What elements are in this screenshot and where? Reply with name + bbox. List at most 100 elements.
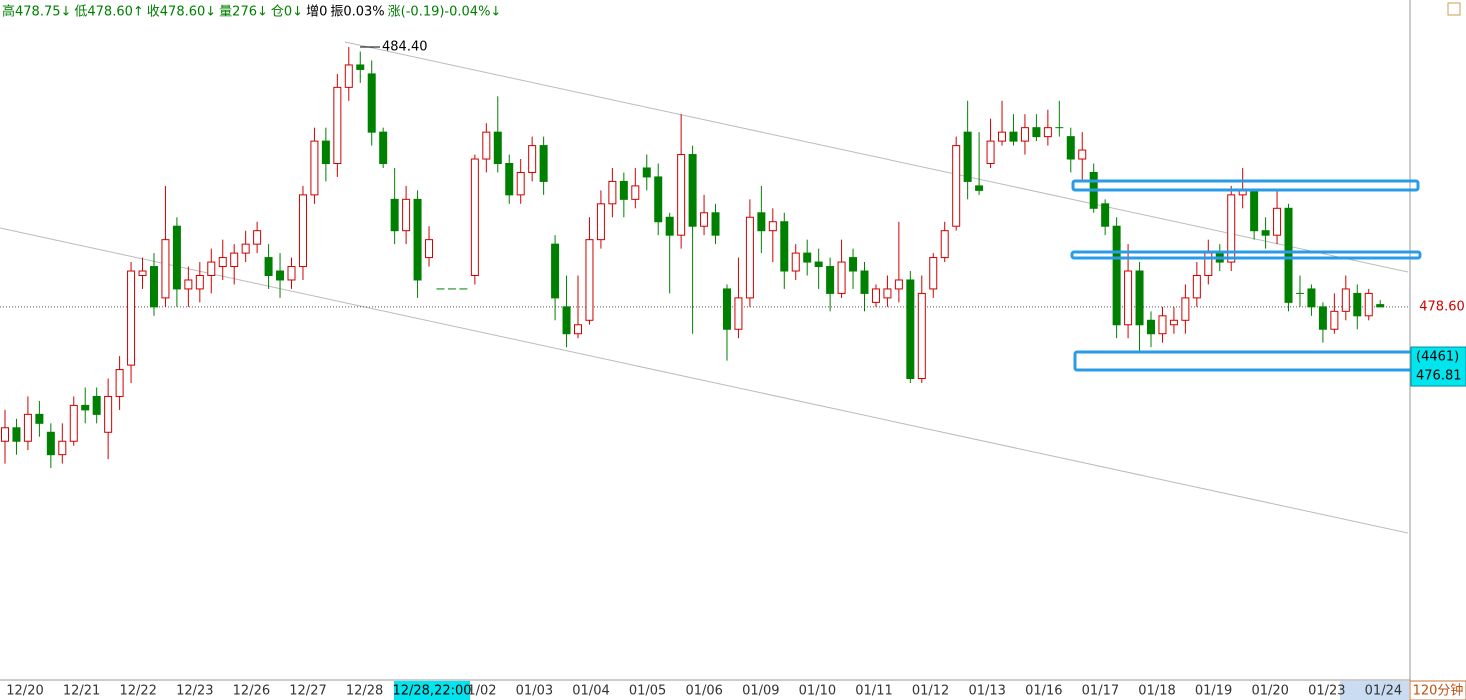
plot — [0, 47, 1408, 469]
candle-body — [127, 270, 136, 366]
candle-body — [46, 431, 55, 456]
last-price-label: 478.60 — [1419, 299, 1465, 314]
candle-body — [1181, 297, 1190, 321]
candle-body — [516, 171, 525, 196]
candle-body — [745, 216, 754, 299]
candle-body — [298, 194, 307, 268]
candle-body — [826, 266, 835, 294]
candle-body — [700, 212, 709, 227]
candle-body — [253, 230, 262, 245]
candle-body — [677, 154, 686, 236]
candle-body — [929, 257, 938, 290]
x-tick-label: 12/26 — [233, 684, 270, 699]
candle-body — [1318, 306, 1327, 330]
zone-box — [1070, 250, 1422, 260]
candle-body — [505, 163, 514, 196]
candle-body — [883, 288, 892, 299]
x-tick-label: 01/12 — [912, 684, 949, 699]
candle-body — [321, 140, 330, 165]
candle-body — [344, 64, 353, 88]
x-highlight — [1340, 681, 1409, 700]
candle-body — [1227, 194, 1236, 263]
candle-body — [35, 413, 44, 424]
crosshair-x-box — [394, 681, 470, 700]
candle-body — [1043, 127, 1052, 138]
candle-body — [92, 395, 101, 415]
candle-body — [814, 261, 823, 268]
candle-body — [562, 306, 571, 335]
x-tick-label: 01/13 — [968, 684, 1005, 699]
x-tick-label: 01/20 — [1251, 684, 1288, 699]
candle-body — [539, 145, 548, 182]
candle-body — [734, 297, 743, 330]
x-tick-label: 12/20 — [6, 684, 43, 699]
candle-body — [356, 64, 365, 70]
x-tick-label: 12/23 — [176, 684, 213, 699]
crosshair-volume: (4461) — [1416, 350, 1459, 365]
x-tick-label: 01/03 — [516, 684, 553, 699]
candle-body — [58, 440, 67, 456]
candle-body — [585, 239, 594, 321]
x-tick-label: 12/22 — [119, 684, 156, 699]
period: 120分钟 — [1413, 683, 1464, 699]
candle-body — [1341, 288, 1350, 312]
x-tick-label: 01/06 — [685, 684, 722, 699]
candle-body — [69, 404, 78, 442]
crosshair-y-box — [1410, 346, 1466, 387]
x-tick-label: 01/24 — [1365, 684, 1402, 699]
x-tick-label: 01/18 — [1138, 684, 1175, 699]
candle-body — [803, 252, 812, 263]
candle-body — [425, 239, 434, 259]
candle-body — [986, 140, 995, 165]
candle-body — [631, 185, 640, 200]
candle-body — [115, 369, 124, 397]
header-item: 收478.60↓ — [147, 5, 216, 20]
candle-body — [482, 131, 491, 160]
candle-body — [1330, 310, 1339, 330]
candle-body — [1032, 127, 1041, 138]
header-item: 增0 — [306, 5, 327, 20]
candle-body — [551, 243, 560, 299]
candle-body — [413, 198, 422, 281]
candle-body — [1135, 270, 1144, 326]
candle-body — [871, 288, 880, 303]
candle-body — [493, 131, 502, 165]
candle-body — [1376, 304, 1385, 308]
x-tick-label: 12/28 — [346, 684, 383, 699]
candle-body — [574, 324, 582, 335]
x-tick-label: 01/10 — [799, 684, 836, 699]
candle-body — [218, 257, 227, 268]
candle-body — [1169, 319, 1178, 326]
candle-body — [1158, 315, 1167, 335]
x-tick-label: 01/11 — [855, 684, 892, 699]
candle-body — [138, 270, 147, 276]
candle-body — [1066, 136, 1075, 160]
candle-body — [975, 185, 984, 191]
candle-body — [1364, 292, 1373, 317]
candle-body — [1204, 252, 1213, 276]
candle-body — [837, 261, 846, 294]
candle-body — [207, 261, 216, 276]
candle-body — [711, 212, 720, 236]
candle-body — [1101, 203, 1110, 227]
candle-body — [642, 167, 651, 178]
candle-body — [287, 266, 296, 281]
candle-body — [849, 257, 858, 272]
candle-body — [470, 158, 479, 276]
zone-box — [1071, 179, 1420, 192]
candle-body — [184, 279, 193, 290]
header-item: 量276↓ — [219, 5, 268, 20]
candle-body — [1124, 270, 1133, 326]
high-marker-label: 484.40 — [382, 40, 428, 55]
candle-body — [195, 274, 204, 290]
candle-body — [23, 413, 32, 442]
icon[interactable] — [1447, 2, 1461, 16]
candle-body — [1, 427, 9, 442]
candle-body — [860, 270, 869, 294]
x-tick-label: 01/17 — [1082, 684, 1119, 699]
candle-body — [310, 140, 319, 196]
candle-body — [12, 427, 21, 442]
candle-body — [952, 145, 961, 227]
candle-body — [1284, 207, 1293, 303]
candle-body — [390, 198, 399, 232]
